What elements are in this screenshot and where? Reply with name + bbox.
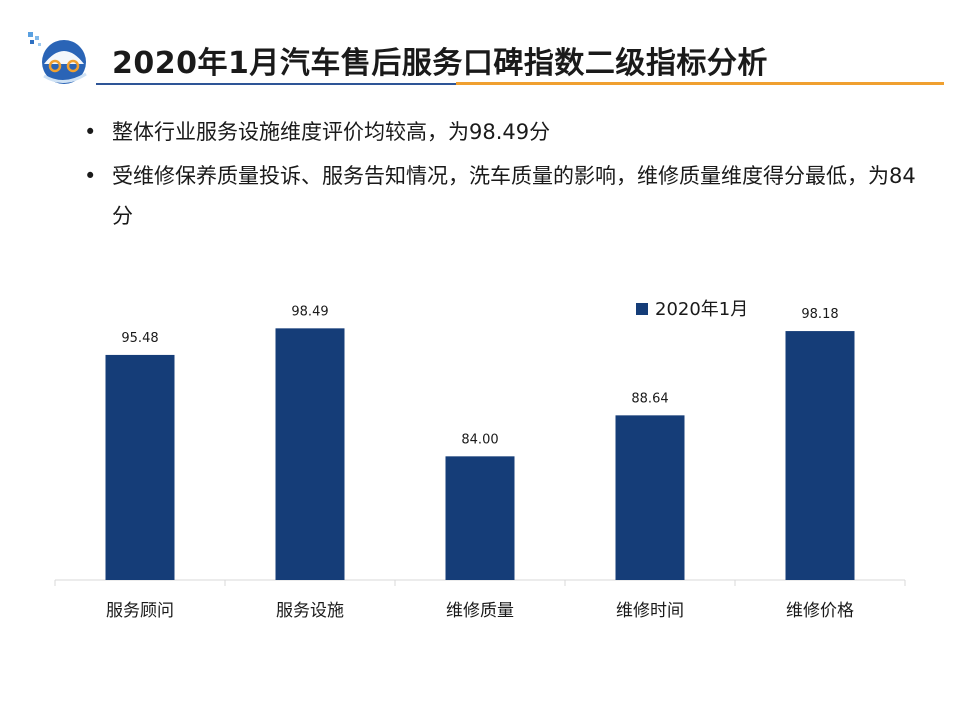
bullet-item: • 受维修保养质量投诉、服务告知情况，洗车质量的影响，维修质量维度得分最低，为8… (80, 156, 920, 236)
x-tick-label: 维修质量 (446, 601, 514, 621)
logo-icon (28, 32, 87, 84)
title-underline-blue (96, 83, 456, 85)
bullet-dot: • (84, 120, 97, 144)
bullet-item: • 整体行业服务设施维度评价均较高，为98.49分 (80, 112, 920, 152)
data-label: 95.48 (121, 331, 158, 346)
x-tick-label: 服务设施 (276, 601, 344, 621)
bar-chart: 2020年1月 95.48 服务顾问 98.49 服务设施 84.00 维修质量 88.64 维… (54, 299, 906, 621)
title-underline-orange (456, 82, 944, 85)
bar (445, 456, 515, 580)
bar (615, 415, 685, 580)
data-label: 98.18 (801, 307, 838, 322)
page-title: 2020年1月汽车售后服务口碑指数二级指标分析 (112, 46, 768, 81)
legend-swatch (636, 303, 648, 315)
bar (275, 328, 345, 580)
data-label: 88.64 (631, 391, 668, 406)
bar (105, 354, 175, 580)
data-label: 98.49 (291, 304, 328, 319)
bullet-dot: • (84, 164, 97, 188)
x-tick-label: 维修时间 (616, 601, 684, 621)
x-tick-label: 服务顾问 (106, 601, 174, 621)
x-tick-label: 维修价格 (786, 601, 854, 621)
bullet-text: 整体行业服务设施维度评价均较高，为98.49分 (112, 120, 551, 144)
bullet-list: • 整体行业服务设施维度评价均较高，为98.49分 • 受维修保养质量投诉、服务… (80, 112, 920, 240)
data-label: 84.00 (461, 432, 498, 447)
legend-label: 2020年1月 (655, 299, 748, 320)
bullet-text: 受维修保养质量投诉、服务告知情况，洗车质量的影响，维修质量维度得分最低，为84分 (112, 164, 916, 228)
bar (785, 331, 855, 580)
legend: 2020年1月 (636, 299, 748, 320)
